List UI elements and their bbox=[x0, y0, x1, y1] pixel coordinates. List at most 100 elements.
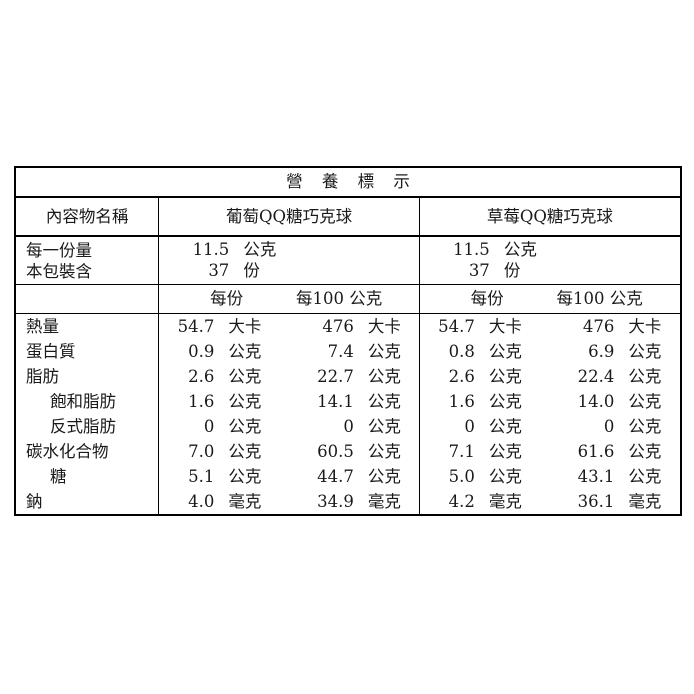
nutrient-value-right-per-100g: 476 bbox=[582, 317, 615, 337]
serving-size-label: 每一份量 bbox=[26, 240, 92, 260]
per-100g-header-left: 每100 公克 bbox=[293, 284, 420, 315]
product-name-row: 內容物名稱 葡萄QQ糖巧克球 草莓QQ糖巧克球 bbox=[16, 197, 680, 238]
nutrient-unit-right-per-serving: 公克 bbox=[488, 392, 522, 412]
package-servings-value-left: 37 bbox=[208, 261, 230, 281]
nutrient-value-right-per-100g: 61.6 bbox=[577, 442, 615, 462]
content-name-label: 內容物名稱 bbox=[16, 197, 159, 238]
per-serving-header-right: 每份 bbox=[418, 284, 555, 315]
nutrient-value-left-per-serving: 1.6 bbox=[158, 389, 227, 415]
nutrient-value-right-per-serving: 2.6 bbox=[418, 364, 487, 390]
nutrient-value-left-per-100g: 44.7 bbox=[317, 467, 354, 487]
serving-size-unit-left: 公克 bbox=[243, 240, 277, 260]
nutrient-label: 脂肪 bbox=[26, 367, 59, 387]
nutrient-value-left-per-serving: 4.0 bbox=[158, 489, 227, 515]
nutrient-value-left-per-100g: 0 bbox=[343, 417, 354, 437]
nutrient-unit-right-per-100g: 公克 bbox=[628, 392, 662, 412]
nutrient-value-left-per-serving: 7.0 bbox=[158, 439, 227, 465]
nutrient-value-right-per-100g: 0 bbox=[603, 417, 615, 437]
nutrient-unit-left-per-100g: 公克 bbox=[367, 367, 401, 387]
nutrient-value-left-per-100g: 60.5 bbox=[317, 442, 354, 462]
nutrition-table-grid: 營 養 標 示 內容物名稱 葡萄QQ糖巧克球 草莓QQ糖巧克球 每一份量 本包裝… bbox=[16, 168, 680, 515]
nutrition-facts-table: 營 養 標 示 內容物名稱 葡萄QQ糖巧克球 草莓QQ糖巧克球 每一份量 本包裝… bbox=[14, 166, 682, 517]
nutrient-label: 碳水化合物 bbox=[26, 442, 109, 462]
nutrient-value-right-per-100g: 6.9 bbox=[588, 342, 615, 362]
nutrient-unit-left-per-100g: 大卡 bbox=[367, 317, 401, 337]
serving-size-line-left: 11.5 公克 bbox=[159, 239, 419, 260]
package-servings-value-right: 37 bbox=[468, 261, 490, 281]
per-100g-header-right: 每100 公克 bbox=[554, 284, 680, 315]
serving-values-right: 11.5 公克 37 份 bbox=[418, 236, 680, 286]
nutrient-unit-right-per-serving: 大卡 bbox=[488, 317, 522, 337]
nutrient-value-right-per-serving: 0 bbox=[418, 414, 487, 440]
per-serving-header-left: 每份 bbox=[158, 284, 294, 315]
nutrient-unit-left-per-serving: 公克 bbox=[228, 467, 262, 487]
nutrient-unit-left-per-100g: 公克 bbox=[367, 467, 401, 487]
nutrient-value-right-per-serving: 54.7 bbox=[418, 313, 487, 340]
nutrient-value-left-per-serving: 0 bbox=[158, 414, 227, 440]
nutrient-unit-left-per-100g: 公克 bbox=[367, 417, 401, 437]
nutrient-value-left-per-serving: 2.6 bbox=[158, 364, 227, 390]
serving-size-value-right: 11.5 bbox=[453, 240, 490, 260]
nutrient-unit-left-per-serving: 公克 bbox=[228, 442, 262, 462]
title-row: 營 養 標 示 bbox=[16, 168, 680, 199]
nutrient-unit-right-per-serving: 公克 bbox=[488, 442, 522, 462]
nutrient-value-left-per-100g: 14.1 bbox=[317, 392, 354, 412]
nutrient-unit-right-per-serving: 公克 bbox=[488, 367, 522, 387]
nutrient-unit-right-per-serving: 公克 bbox=[488, 342, 522, 362]
nutrient-unit-right-per-100g: 公克 bbox=[628, 342, 662, 362]
nutrient-unit-right-per-serving: 公克 bbox=[488, 417, 522, 437]
nutrient-value-left-per-serving: 5.1 bbox=[158, 464, 227, 490]
nutrient-unit-right-per-100g: 公克 bbox=[628, 367, 662, 387]
nutrient-row: 熱量 54.7 大卡 476 大卡 54.7 大卡 476 大卡 bbox=[16, 313, 680, 340]
package-contains-label: 本包裝含 bbox=[26, 261, 92, 281]
nutrient-value-right-per-serving: 1.6 bbox=[418, 389, 487, 415]
nutrient-value-left-per-100g: 476 bbox=[322, 317, 354, 337]
nutrient-unit-left-per-100g: 毫克 bbox=[367, 492, 401, 512]
serving-size-value-left: 11.5 bbox=[192, 240, 230, 260]
nutrient-value-right-per-100g: 14.0 bbox=[577, 392, 615, 412]
nutrient-unit-left-per-serving: 公克 bbox=[228, 392, 262, 412]
nutrient-unit-right-per-100g: 公克 bbox=[628, 467, 662, 487]
nutrient-row: 脂肪 2.6 公克 22.7 公克 2.6 公克 22.4 公克 bbox=[16, 364, 680, 390]
table-title: 營 養 標 示 bbox=[16, 168, 680, 199]
nutrient-value-right-per-serving: 4.2 bbox=[418, 489, 487, 515]
nutrient-label: 熱量 bbox=[26, 317, 59, 337]
column-subheader-row: 每份 每100 公克 每份 每100 公克 bbox=[16, 284, 680, 315]
nutrient-unit-right-per-100g: 公克 bbox=[628, 442, 662, 462]
nutrient-unit-right-per-100g: 大卡 bbox=[628, 317, 662, 337]
nutrient-value-left-per-100g: 34.9 bbox=[317, 492, 354, 512]
nutrient-label: 蛋白質 bbox=[26, 342, 76, 362]
nutrient-unit-left-per-serving: 公克 bbox=[228, 417, 262, 437]
nutrient-unit-left-per-100g: 公克 bbox=[367, 342, 401, 362]
nutrient-value-right-per-100g: 43.1 bbox=[577, 467, 615, 487]
nutrient-row: 飽和脂肪 1.6 公克 14.1 公克 1.6 公克 14.0 公克 bbox=[16, 389, 680, 415]
nutrient-value-left-per-100g: 7.4 bbox=[327, 342, 354, 362]
serving-size-line-right: 11.5 公克 bbox=[420, 239, 680, 260]
nutrient-label: 糖 bbox=[50, 467, 67, 487]
nutrient-row: 蛋白質 0.9 公克 7.4 公克 0.8 公克 6.9 公克 bbox=[16, 339, 680, 365]
nutrient-label: 反式脂肪 bbox=[50, 417, 116, 437]
package-servings-unit-right: 份 bbox=[503, 261, 521, 281]
nutrient-unit-left-per-100g: 公克 bbox=[367, 442, 401, 462]
nutrient-label: 飽和脂肪 bbox=[50, 392, 116, 412]
nutrient-value-left-per-serving: 54.7 bbox=[158, 313, 227, 340]
package-servings-unit-left: 份 bbox=[243, 261, 260, 281]
nutrient-value-right-per-100g: 22.4 bbox=[577, 367, 615, 387]
nutrient-value-right-per-serving: 0.8 bbox=[418, 339, 487, 365]
package-servings-line-right: 37 份 bbox=[420, 260, 680, 281]
nutrient-label: 鈉 bbox=[26, 492, 43, 512]
nutrient-unit-right-per-100g: 毫克 bbox=[628, 492, 662, 512]
package-servings-line-left: 37 份 bbox=[159, 260, 419, 281]
nutrient-value-right-per-serving: 5.0 bbox=[418, 464, 487, 490]
nutrient-value-right-per-100g: 36.1 bbox=[577, 492, 615, 512]
nutrient-value-left-per-serving: 0.9 bbox=[158, 339, 227, 365]
serving-info-row: 每一份量 本包裝含 11.5 公克 37 份 11.5 bbox=[16, 236, 680, 286]
nutrient-unit-right-per-serving: 毫克 bbox=[488, 492, 522, 512]
serving-labels-cell: 每一份量 本包裝含 bbox=[16, 236, 159, 286]
serving-values-left: 11.5 公克 37 份 bbox=[158, 236, 420, 286]
product-name-right: 草莓QQ糖巧克球 bbox=[418, 197, 680, 238]
nutrient-unit-left-per-100g: 公克 bbox=[367, 392, 401, 412]
nutrient-row: 鈉 4.0 毫克 34.9 毫克 4.2 毫克 36.1 毫克 bbox=[16, 489, 680, 515]
nutrient-unit-left-per-serving: 公克 bbox=[228, 342, 262, 362]
nutrient-value-right-per-serving: 7.1 bbox=[418, 439, 487, 465]
